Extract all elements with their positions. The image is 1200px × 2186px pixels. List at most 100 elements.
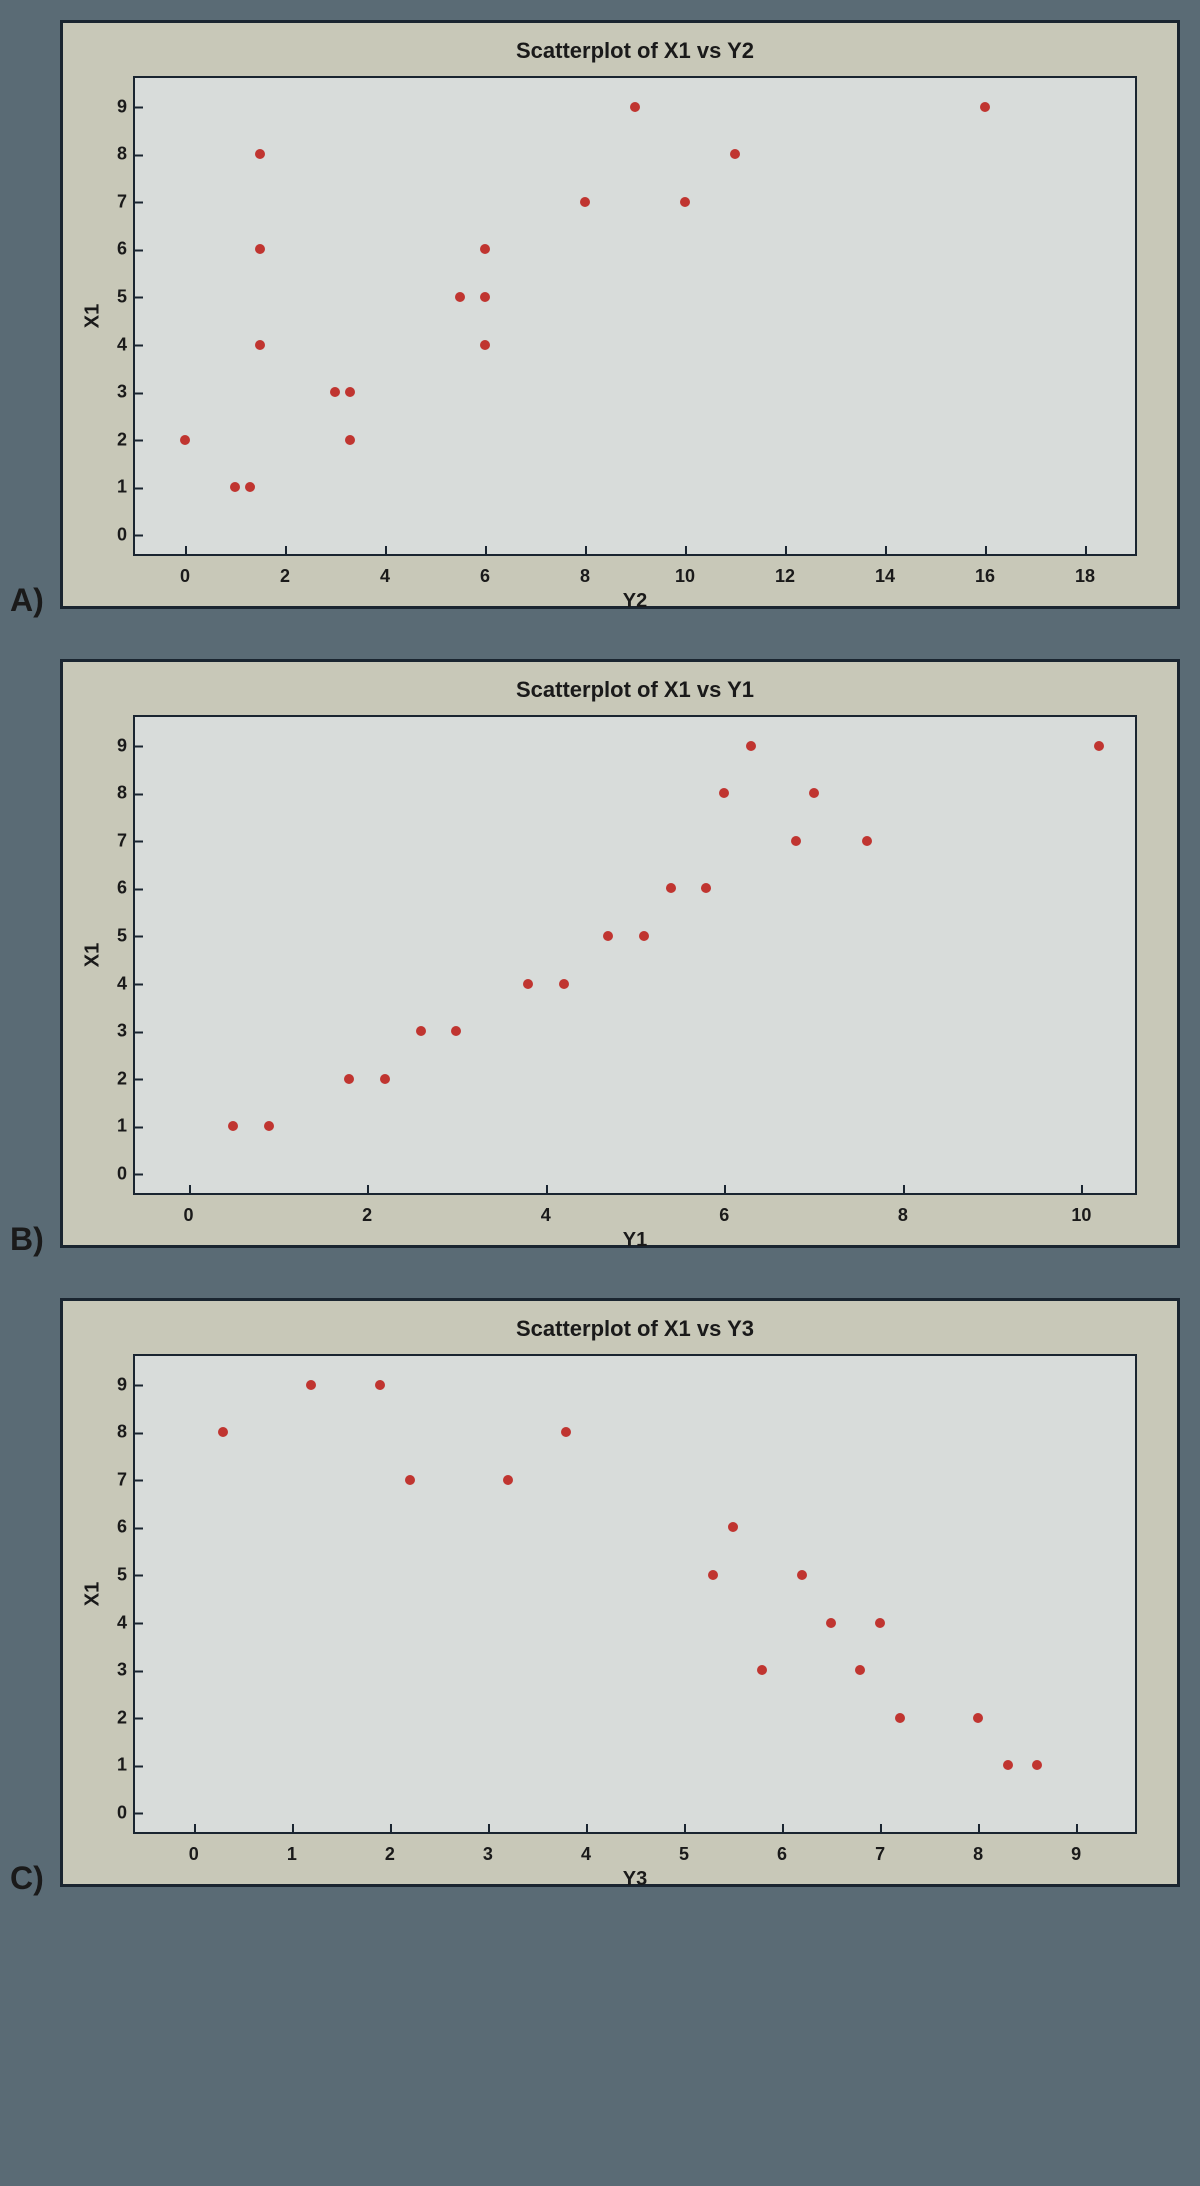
- data-point: [255, 149, 265, 159]
- x-tick: 2: [385, 1832, 395, 1865]
- data-point: [797, 1570, 807, 1580]
- data-point: [973, 1713, 983, 1723]
- data-point: [1003, 1760, 1013, 1770]
- data-point: [416, 1026, 426, 1036]
- y-tick: 3: [117, 1021, 135, 1042]
- x-tick: 2: [362, 1193, 372, 1226]
- data-point: [809, 788, 819, 798]
- y-tick: 5: [117, 286, 135, 307]
- data-point: [480, 292, 490, 302]
- y-tick: 8: [117, 144, 135, 165]
- plot-area: 01234567890123456789Y3X1: [133, 1354, 1137, 1834]
- x-tick: 12: [775, 554, 795, 587]
- data-point: [375, 1380, 385, 1390]
- panel-label: A): [10, 582, 44, 619]
- x-tick: 1: [287, 1832, 297, 1865]
- data-point: [730, 149, 740, 159]
- data-point: [405, 1475, 415, 1485]
- y-axis-label: X1: [81, 304, 104, 328]
- data-point: [230, 482, 240, 492]
- y-tick: 9: [117, 735, 135, 756]
- chart-title: Scatterplot of X1 vs Y2: [133, 38, 1137, 64]
- plot-area: 01234567890246810Y1X1: [133, 715, 1137, 1195]
- x-tick: 4: [541, 1193, 551, 1226]
- y-tick: 3: [117, 382, 135, 403]
- data-point: [895, 1713, 905, 1723]
- data-point: [255, 340, 265, 350]
- data-point: [455, 292, 465, 302]
- y-tick: 4: [117, 1612, 135, 1633]
- y-tick: 5: [117, 1564, 135, 1585]
- data-point: [264, 1121, 274, 1131]
- y-tick: 1: [117, 477, 135, 498]
- y-tick: 6: [117, 1517, 135, 1538]
- y-tick: 3: [117, 1660, 135, 1681]
- y-axis-label: X1: [81, 1582, 104, 1606]
- y-tick: 6: [117, 878, 135, 899]
- y-tick: 7: [117, 191, 135, 212]
- data-point: [306, 1380, 316, 1390]
- data-point: [480, 340, 490, 350]
- data-point: [719, 788, 729, 798]
- x-tick: 10: [1071, 1193, 1091, 1226]
- y-tick: 0: [117, 524, 135, 545]
- y-tick: 8: [117, 783, 135, 804]
- data-point: [1032, 1760, 1042, 1770]
- data-point: [344, 1074, 354, 1084]
- data-point: [728, 1522, 738, 1532]
- data-point: [451, 1026, 461, 1036]
- data-point: [791, 836, 801, 846]
- x-tick: 8: [580, 554, 590, 587]
- x-axis-label: Y2: [623, 590, 647, 613]
- data-point: [701, 883, 711, 893]
- x-tick: 3: [483, 1832, 493, 1865]
- y-tick: 2: [117, 1707, 135, 1728]
- y-tick: 7: [117, 1469, 135, 1490]
- y-tick: 6: [117, 239, 135, 260]
- data-point: [630, 102, 640, 112]
- panel-label: C): [10, 1860, 44, 1897]
- data-point: [345, 387, 355, 397]
- x-tick: 8: [973, 1832, 983, 1865]
- data-point: [680, 197, 690, 207]
- chart-frame: Scatterplot of X1 vs Y101234567890246810…: [60, 659, 1180, 1248]
- data-point: [523, 979, 533, 989]
- y-tick: 1: [117, 1755, 135, 1776]
- y-axis-label: X1: [81, 943, 104, 967]
- data-point: [218, 1427, 228, 1437]
- x-tick: 0: [189, 1832, 199, 1865]
- y-tick: 8: [117, 1422, 135, 1443]
- x-tick: 16: [975, 554, 995, 587]
- y-tick: 0: [117, 1163, 135, 1184]
- data-point: [345, 435, 355, 445]
- x-axis-label: Y1: [623, 1229, 647, 1252]
- x-tick: 5: [679, 1832, 689, 1865]
- x-tick: 2: [280, 554, 290, 587]
- data-point: [330, 387, 340, 397]
- y-tick: 5: [117, 925, 135, 946]
- data-point: [480, 244, 490, 254]
- data-point: [180, 435, 190, 445]
- panel-label: B): [10, 1221, 44, 1258]
- chart-frame: Scatterplot of X1 vs Y201234567890246810…: [60, 20, 1180, 609]
- data-point: [757, 1665, 767, 1675]
- x-tick: 4: [581, 1832, 591, 1865]
- data-point: [380, 1074, 390, 1084]
- data-point: [603, 931, 613, 941]
- x-tick: 6: [719, 1193, 729, 1226]
- x-tick: 14: [875, 554, 895, 587]
- x-tick: 7: [875, 1832, 885, 1865]
- chart-title: Scatterplot of X1 vs Y3: [133, 1316, 1137, 1342]
- data-point: [875, 1618, 885, 1628]
- x-tick: 10: [675, 554, 695, 587]
- data-point: [245, 482, 255, 492]
- data-point: [980, 102, 990, 112]
- data-point: [826, 1618, 836, 1628]
- chart-frame: Scatterplot of X1 vs Y301234567890123456…: [60, 1298, 1180, 1887]
- y-tick: 2: [117, 1068, 135, 1089]
- y-tick: 7: [117, 830, 135, 851]
- x-tick: 4: [380, 554, 390, 587]
- x-tick: 8: [898, 1193, 908, 1226]
- y-tick: 9: [117, 1374, 135, 1395]
- x-axis-label: Y3: [623, 1868, 647, 1891]
